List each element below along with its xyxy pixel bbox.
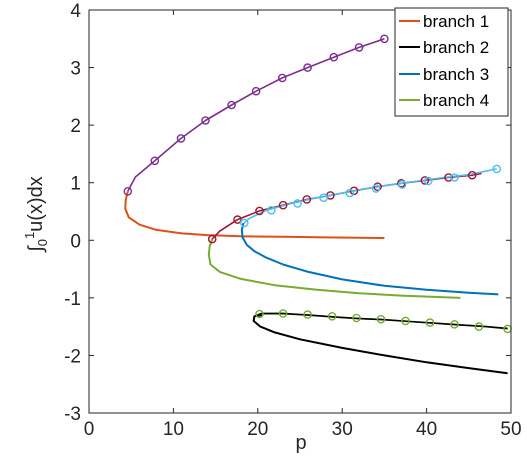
x-tick-label: 40 bbox=[416, 419, 437, 440]
solution-marker-4-9 bbox=[450, 319, 459, 329]
series-line-branch-2 bbox=[252, 314, 508, 375]
solution-marker-1-8 bbox=[303, 63, 312, 72]
solution-marker-1-11 bbox=[380, 34, 389, 44]
y-tick-label: 3 bbox=[70, 59, 81, 80]
legend-label-branch-4: branch 4 bbox=[423, 91, 489, 110]
solution-marker-4-1 bbox=[255, 309, 264, 319]
y-tick-label: 0 bbox=[70, 231, 81, 252]
solution-marker-2-10 bbox=[420, 176, 430, 185]
legend-entry-branch-3: branch 3 bbox=[399, 65, 489, 84]
y-tick-label: 1 bbox=[70, 174, 81, 195]
y-tick-label: -2 bbox=[64, 346, 81, 367]
legend: branch 1 branch 2 branch 3 branch 4 bbox=[394, 7, 509, 117]
x-tick-label: 50 bbox=[500, 419, 521, 440]
solution-marker-3-10 bbox=[492, 164, 502, 174]
solution-marker-2-11 bbox=[444, 173, 453, 182]
solution-marker-3-1 bbox=[239, 218, 249, 228]
x-tick-label: 30 bbox=[332, 419, 353, 440]
solution-marker-3-3 bbox=[293, 199, 302, 208]
series-line-branch-1 bbox=[124, 191, 385, 239]
solution-marker-4-4 bbox=[327, 311, 337, 321]
x-tick-label: 20 bbox=[247, 419, 268, 440]
y-axis-label-sub: 0 bbox=[35, 239, 50, 246]
solution-marker-1-6 bbox=[251, 86, 261, 96]
solution-marker-2-2 bbox=[233, 215, 242, 224]
solution-marker-2-8 bbox=[373, 182, 382, 191]
legend-label-branch-1: branch 1 bbox=[423, 12, 489, 31]
solution-marker-2-1 bbox=[207, 234, 217, 244]
legend-entry-branch-1: branch 1 bbox=[399, 12, 489, 31]
solution-marker-3-8 bbox=[423, 176, 433, 186]
y-axis-label: ∫01u(x)dx bbox=[22, 176, 50, 253]
solution-marker-2-7 bbox=[349, 186, 359, 196]
solution-marker-4-2 bbox=[278, 309, 288, 318]
y-tick-label: -1 bbox=[64, 289, 81, 310]
solution-marker-4-8 bbox=[425, 318, 435, 327]
solution-marker-1-2 bbox=[150, 156, 160, 166]
solution-marker-1-3 bbox=[176, 134, 186, 143]
solution-marker-4-3 bbox=[303, 310, 312, 319]
solution-marker-2-3 bbox=[255, 206, 264, 216]
solution-marker-3-7 bbox=[397, 180, 407, 189]
solution-marker-4-10 bbox=[474, 322, 484, 331]
solution-marker-3-9 bbox=[450, 173, 459, 182]
solution-marker-3-5 bbox=[345, 188, 355, 198]
solution-marker-3-4 bbox=[319, 193, 328, 202]
tick-labels: 0 10 20 30 40 50 -3 -2 -1 0 1 2 3 4 bbox=[64, 1, 521, 440]
solution-marker-3-2 bbox=[266, 205, 276, 215]
legend-label-branch-2: branch 2 bbox=[423, 38, 489, 57]
legend-label-branch-3: branch 3 bbox=[423, 65, 489, 84]
x-axis-label: p bbox=[295, 432, 306, 454]
series-line-branch-4 bbox=[207, 238, 461, 299]
solution-marker-1-4 bbox=[201, 116, 210, 125]
solution-marker-1-5 bbox=[227, 100, 236, 110]
solution-marker-2-5 bbox=[302, 195, 312, 204]
y-tick-label: 2 bbox=[70, 116, 81, 137]
solution-marker-1-9 bbox=[329, 52, 339, 62]
legend-entry-branch-4: branch 4 bbox=[399, 91, 489, 110]
y-tick-label: -3 bbox=[64, 404, 81, 425]
solution-marker-2-4 bbox=[278, 200, 288, 210]
y-axis-label-integral: ∫ bbox=[25, 245, 47, 253]
solution-marker-4-5 bbox=[352, 313, 361, 323]
y-axis-label-text: u(x)dx bbox=[25, 176, 47, 232]
solution-marker-1-10 bbox=[354, 43, 364, 52]
solution-marker-4-7 bbox=[401, 316, 410, 326]
plot-markers bbox=[123, 34, 512, 334]
solution-marker-1-1 bbox=[123, 186, 133, 196]
axis-ticks bbox=[88, 9, 512, 414]
series-line-branch-3 bbox=[240, 222, 499, 296]
solution-marker-4-6 bbox=[376, 314, 386, 324]
solution-marker-2-12 bbox=[467, 170, 477, 180]
y-axis-label-sup: 1 bbox=[22, 232, 37, 239]
y-tick-label: 4 bbox=[70, 1, 81, 22]
legend-box bbox=[394, 7, 509, 117]
x-tick-label: 10 bbox=[163, 419, 184, 440]
solution-marker-3-6 bbox=[371, 184, 381, 193]
x-tick-label: 0 bbox=[84, 419, 95, 440]
legend-entry-branch-2: branch 2 bbox=[399, 38, 489, 57]
solution-marker-1-7 bbox=[277, 73, 287, 83]
axes-box bbox=[88, 9, 512, 414]
